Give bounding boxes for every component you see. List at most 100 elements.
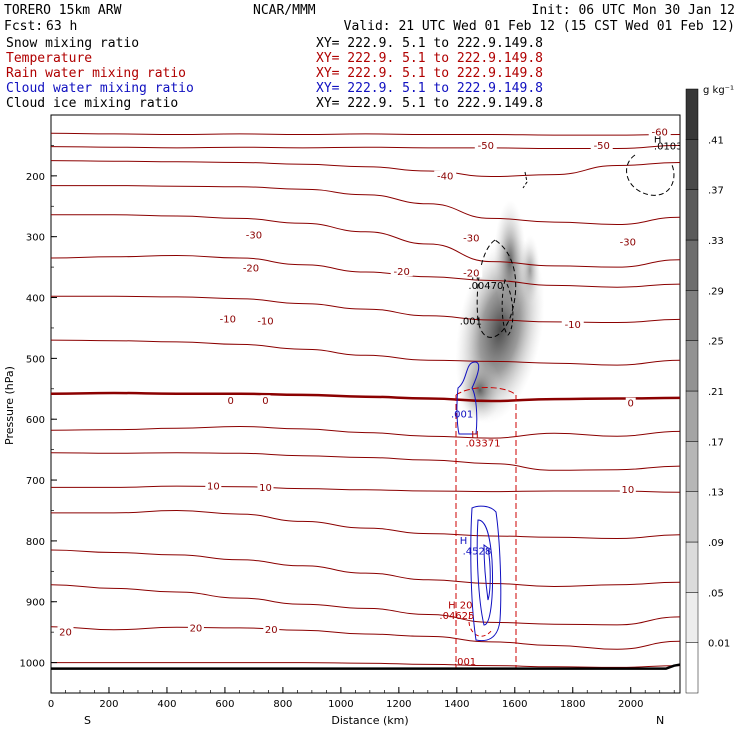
x-tick-label: 200 xyxy=(99,699,118,710)
contour-annotation: 20 xyxy=(460,600,473,611)
contour-annotation: .4528 xyxy=(463,546,492,557)
isotherm-line xyxy=(51,662,680,668)
colorbar-label: .29 xyxy=(708,286,724,297)
legend-xy: XY= 222.9. 5.1 to 222.9.149.8 xyxy=(316,81,543,96)
isotherm-line xyxy=(51,185,680,226)
isotherm-line xyxy=(51,626,680,650)
init-time: Init: 06 UTC Mon 30 Jan 12 xyxy=(532,3,736,18)
isotherm-label-bg xyxy=(616,236,639,247)
plot-frame xyxy=(50,114,681,694)
isotherm-line xyxy=(51,132,680,136)
contour-annotation: H xyxy=(654,134,662,145)
isotherm-label: -10 xyxy=(257,316,273,327)
isotherm-label: -40 xyxy=(437,172,453,183)
isotherm-label-bg xyxy=(474,140,497,151)
colorbar-swatch xyxy=(685,491,699,543)
colorbar-swatch xyxy=(685,541,699,593)
colorbar-swatch xyxy=(685,290,699,341)
isotherm-line xyxy=(51,485,680,493)
isotherm-label: -20 xyxy=(243,264,259,275)
contour-annotation: .04625 xyxy=(439,611,474,622)
colorbar-label: .21 xyxy=(708,387,724,398)
contour-annotation: .00069 xyxy=(123,106,158,117)
isotherm-line xyxy=(51,549,680,588)
legend-name: Snow mixing ratio xyxy=(6,36,139,51)
isotherm-zero xyxy=(51,391,680,403)
isotherm-label-bg xyxy=(205,480,222,491)
contour-annotation: H xyxy=(448,600,456,611)
isotherm-label-bg xyxy=(257,482,274,493)
legend-xy: XY= 222.9. 5.1 to 222.9.149.8 xyxy=(316,36,543,51)
y-tick-label: 300 xyxy=(26,233,45,244)
isotherm-label: -50 xyxy=(594,141,610,152)
y-axis-label: Pressure (hPa) xyxy=(3,366,16,445)
isotherm-label-bg xyxy=(590,140,613,151)
isotherm-line xyxy=(51,509,680,540)
isotherm-label: -20 xyxy=(394,267,410,278)
legend-xy: XY= 222.9. 5.1 to 222.9.149.8 xyxy=(316,96,543,111)
y-tick-label: 900 xyxy=(26,598,45,609)
isotherm-label: 20 xyxy=(190,624,203,635)
isotherm-label-bg xyxy=(460,267,483,278)
contour-annotation: .00009 xyxy=(347,106,382,117)
x-tick-label: 600 xyxy=(215,699,234,710)
isotherm-label-bg xyxy=(434,170,457,181)
colorbar-swatch xyxy=(685,390,699,442)
colorbar-label: 0.01 xyxy=(708,639,730,650)
colorbar-swatch xyxy=(685,441,699,492)
isotherm-label: 20 xyxy=(59,627,72,638)
isotherm-label: 10 xyxy=(259,483,272,494)
contour-annotation: H xyxy=(460,536,468,547)
valid-time: Valid: 21 UTC Wed 01 Feb 12 (15 CST Wed … xyxy=(344,19,735,34)
colorbar-label: .17 xyxy=(708,437,724,448)
org-title: NCAR/MMM xyxy=(253,3,316,18)
isotherm-line xyxy=(51,425,680,439)
isotherm-label-bg xyxy=(390,266,413,277)
isotherm-label-bg xyxy=(460,232,483,243)
colorbar-swatch xyxy=(685,340,699,392)
isotherm-line xyxy=(51,160,680,178)
isotherm-label: -10 xyxy=(565,320,581,331)
legend-name: Rain water mixing ratio xyxy=(6,66,186,81)
isotherm-label-bg xyxy=(240,262,263,273)
colorbar-swatch xyxy=(685,88,699,140)
colorbar-label: .25 xyxy=(708,337,724,348)
isotherm-label: -50 xyxy=(478,141,494,152)
y-tick-label: 700 xyxy=(26,476,45,487)
y-tick-label: 500 xyxy=(26,354,45,365)
contour-annotation: .03371 xyxy=(466,439,501,450)
legend-xy: XY= 222.9. 5.1 to 222.9.149.8 xyxy=(316,51,543,66)
isotherm-line xyxy=(51,144,680,149)
isotherm-label-bg xyxy=(216,313,239,324)
contour-annotation: .001 xyxy=(460,316,482,327)
mixing-ratio-contours xyxy=(455,154,675,668)
colorbar-swatch xyxy=(685,239,699,291)
contour-annotation: H xyxy=(471,430,479,441)
colorbar-label: .09 xyxy=(708,538,724,549)
isotherm-line xyxy=(51,584,680,626)
isotherm-label: -60 xyxy=(652,127,668,138)
y-tick-label: 400 xyxy=(26,294,45,305)
y-tick-label: 200 xyxy=(26,172,45,183)
isotherm-line xyxy=(51,452,680,471)
isotherm-label-bg xyxy=(254,315,277,326)
model-title: TORERO 15km ARW xyxy=(4,3,122,18)
surface-terrain xyxy=(51,663,680,670)
x-tick-label: 1200 xyxy=(386,699,411,710)
colorbar-label: .41 xyxy=(708,135,724,146)
legend-xy: XY= 222.9. 5.1 to 222.9.149.8 xyxy=(316,66,543,81)
fcst-value: 63 h xyxy=(46,19,77,34)
fcst-label: Fcst: xyxy=(4,19,43,34)
isotherm-label: 0 xyxy=(262,396,268,407)
isotherm-label: -30 xyxy=(463,234,479,245)
x-tick-label: 0 xyxy=(48,699,54,710)
isotherm-label-bg xyxy=(619,484,636,495)
isotherm-label-bg xyxy=(57,626,74,637)
isotherm-label: 10 xyxy=(621,485,634,496)
y-tick-label: 600 xyxy=(26,415,45,426)
x-tick-label: 1400 xyxy=(444,699,469,710)
isotherm-label: 20 xyxy=(265,625,278,636)
isotherm-label: -10 xyxy=(220,315,236,326)
isotherm-label: -20 xyxy=(463,268,479,279)
